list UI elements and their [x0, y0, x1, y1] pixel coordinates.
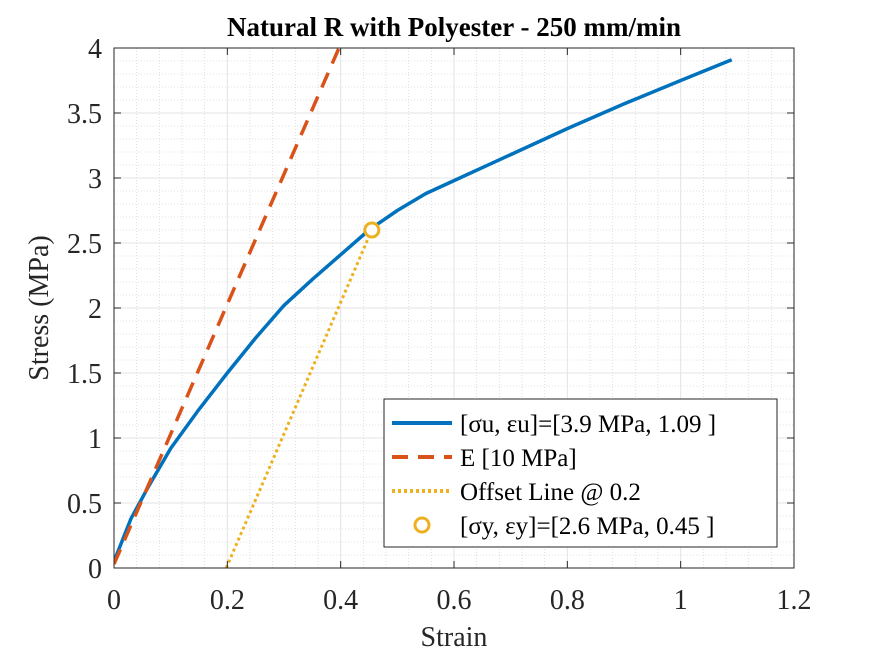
x-axis-label: Strain [421, 622, 488, 653]
offset-line [224, 229, 374, 568]
x-tick-label: 1 [674, 585, 688, 616]
legend: [σu, εu]=[3.9 MPa, 1.09 ] E [10 MPa] Off… [383, 398, 778, 548]
x-tick-label: 0.6 [437, 585, 472, 616]
legend-entry-ultimate: [σu, εu]=[3.9 MPa, 1.09 ] [460, 411, 716, 438]
y-tick-label: 0.5 [67, 489, 102, 520]
x-tick-label: 0.2 [210, 585, 245, 616]
x-tick-label: 0.8 [550, 585, 585, 616]
legend-entry-offset: Offset Line @ 0.2 [460, 479, 641, 506]
y-tick-label: 1.5 [67, 359, 102, 390]
y-tick-label: 3 [88, 164, 102, 195]
tick-labels: 0 0.2 0.4 0.6 0.8 1 1.2 0 0.5 1 1.5 2 2.5 3 3.5 4 [67, 34, 812, 616]
axis-ticks [113, 47, 795, 569]
x-tick-label: 1.2 [777, 585, 812, 616]
legend-swatch-yield-marker [413, 516, 431, 534]
ultimate-curve [114, 58, 733, 563]
legend-entry-modulus: E [10 MPa] [460, 445, 577, 472]
y-axis-label: Stress (MPa) [24, 235, 55, 380]
modulus-line [114, 48, 341, 565]
y-tick-label: 1 [88, 424, 102, 455]
x-tick-label: 0.4 [323, 585, 358, 616]
y-tick-label: 0 [88, 554, 102, 585]
y-tick-label: 4 [88, 34, 102, 65]
yield-point-marker [363, 221, 381, 239]
legend-entry-yield: [σy, εy]=[2.6 MPa, 0.45 ] [460, 513, 714, 540]
y-tick-label: 2 [88, 294, 102, 325]
x-tick-label: 0 [107, 585, 121, 616]
y-tick-label: 2.5 [67, 229, 102, 260]
y-tick-label: 3.5 [67, 99, 102, 130]
series-layer [114, 48, 733, 568]
chart-title: Natural R with Polyester - 250 mm/min [227, 12, 681, 42]
